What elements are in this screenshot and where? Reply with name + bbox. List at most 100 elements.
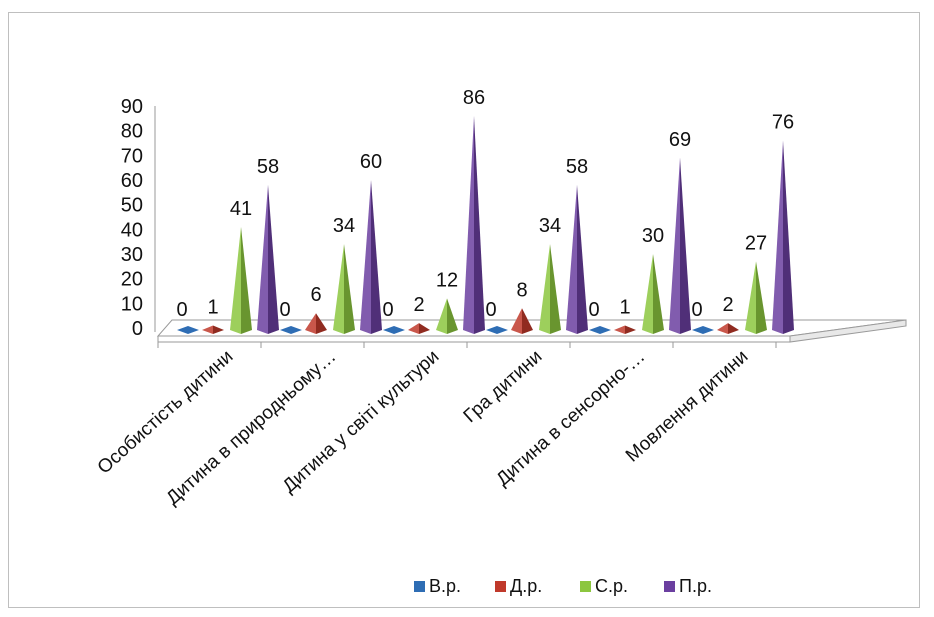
pyramid-face-right xyxy=(522,308,533,334)
pyramid-mark xyxy=(257,184,279,334)
pyramid-face-left xyxy=(717,323,728,334)
data-label: 76 xyxy=(772,112,794,134)
pyramid-face-left xyxy=(463,115,474,334)
pyramid-mark xyxy=(669,157,691,334)
pyramid-mark xyxy=(745,261,767,334)
y-tick-label: 60 xyxy=(121,170,143,192)
pyramid-face-left xyxy=(642,254,653,334)
legend-item: Д.р. xyxy=(495,576,542,596)
legend-label: С.р. xyxy=(595,576,628,596)
pyramid-face-left xyxy=(669,157,680,334)
y-tick-label: 90 xyxy=(121,96,143,118)
legend-item: П.р. xyxy=(664,576,712,596)
pyramid-mark xyxy=(772,140,794,334)
y-tick-label: 0 xyxy=(132,318,143,340)
pyramid-face-right xyxy=(474,115,485,334)
pyramid-face-right xyxy=(316,313,327,334)
pyramid-face-right xyxy=(419,323,430,334)
pyramid-mark xyxy=(333,244,355,334)
data-label: 1 xyxy=(207,297,218,319)
data-label: 41 xyxy=(230,198,252,220)
pyramid-mark xyxy=(305,313,327,334)
data-label: 2 xyxy=(413,294,424,316)
data-label: 2 xyxy=(722,294,733,316)
pyramid-face-left xyxy=(614,325,625,334)
pyramid-mark xyxy=(642,254,664,334)
legend-swatch xyxy=(414,581,425,592)
legend-item: В.р. xyxy=(414,576,461,596)
pyramid-mark xyxy=(436,298,458,334)
y-tick-label: 80 xyxy=(121,121,143,143)
data-label: 8 xyxy=(516,279,527,301)
chart-frame xyxy=(8,12,920,608)
chart-floor-edge xyxy=(789,319,907,343)
data-label: 0 xyxy=(691,299,702,321)
pyramid-face-left xyxy=(257,184,268,334)
data-label: 12 xyxy=(436,269,458,291)
data-label: 34 xyxy=(333,215,355,237)
pyramid-mark xyxy=(408,323,430,334)
data-label: 0 xyxy=(485,299,496,321)
pyramid-mark xyxy=(589,326,611,334)
pyramid-base-flat xyxy=(280,326,302,334)
y-tick-label: 50 xyxy=(121,195,143,217)
pyramid-base-flat xyxy=(383,326,405,334)
pyramid-face-left xyxy=(772,140,783,334)
pyramid-face-left xyxy=(333,244,344,334)
pyramid-base-flat xyxy=(589,326,611,334)
y-tick-label: 10 xyxy=(121,293,143,315)
pyramid-face-right xyxy=(447,298,458,334)
data-label: 1 xyxy=(619,297,630,319)
x-category-label: Дитина в природньому… xyxy=(162,346,340,509)
pyramid-mark xyxy=(383,326,405,334)
y-tick-label: 20 xyxy=(121,269,143,291)
data-label: 86 xyxy=(463,87,485,109)
legend-swatch xyxy=(580,581,591,592)
pyramid-face-left xyxy=(539,244,550,334)
pyramid-base-flat xyxy=(486,326,508,334)
data-label: 30 xyxy=(642,225,664,247)
data-label: 58 xyxy=(257,156,279,178)
pyramid-mark xyxy=(539,244,561,334)
y-tick-label: 40 xyxy=(121,219,143,241)
pyramid-face-left xyxy=(436,298,447,334)
pyramid-face-right xyxy=(213,325,224,334)
pyramid-base-flat xyxy=(177,326,199,334)
pyramid-face-right xyxy=(371,180,382,334)
pyramid-mark xyxy=(511,308,533,334)
pyramid-face-right xyxy=(756,261,767,334)
pyramid-face-right xyxy=(268,184,279,334)
legend-swatch xyxy=(664,581,675,592)
pyramid-face-left xyxy=(360,180,371,334)
pyramid-mark xyxy=(614,325,636,334)
x-category-label: Гра дитини xyxy=(460,346,547,427)
data-label: 60 xyxy=(360,151,382,173)
pyramid-mark xyxy=(280,326,302,334)
legend-label: П.р. xyxy=(679,576,712,596)
pyramid-face-left xyxy=(511,308,522,334)
pyramid-face-right xyxy=(680,157,691,334)
pyramid-face-right xyxy=(783,140,794,334)
pyramid-mark xyxy=(486,326,508,334)
data-label: 0 xyxy=(588,299,599,321)
data-label: 69 xyxy=(669,129,691,151)
data-label: 0 xyxy=(382,299,393,321)
pyramid-mark xyxy=(202,325,224,334)
pyramid-mark xyxy=(566,184,588,334)
pyramid-face-right xyxy=(577,184,588,334)
pyramid-face-right xyxy=(653,254,664,334)
data-label: 27 xyxy=(745,232,767,254)
pyramid-face-right xyxy=(344,244,355,334)
y-tick-label: 70 xyxy=(121,145,143,167)
data-label: 58 xyxy=(566,156,588,178)
legend-label: Д.р. xyxy=(510,576,542,596)
pyramid-face-left xyxy=(305,313,316,334)
pyramid-face-left xyxy=(408,323,419,334)
pyramid-face-right xyxy=(728,323,739,334)
legend-item: С.р. xyxy=(580,576,628,596)
data-label: 6 xyxy=(310,284,321,306)
legend-label: В.р. xyxy=(429,576,461,596)
data-label: 34 xyxy=(539,215,561,237)
data-label: 0 xyxy=(176,299,187,321)
